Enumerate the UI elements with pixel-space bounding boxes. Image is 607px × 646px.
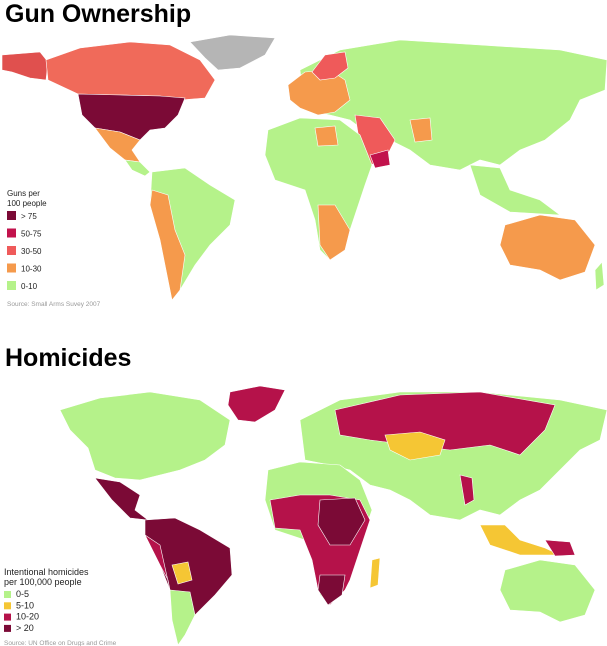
- legend-title: Guns per: [7, 189, 40, 198]
- legend-title: Intentional homicides: [4, 567, 89, 577]
- gun-map: [1, 34, 607, 301]
- madagascar: [369, 557, 381, 589]
- legend-label: 10-20: [16, 612, 39, 622]
- legend-swatch: [4, 613, 11, 621]
- yemen: [369, 149, 391, 169]
- legend-label: 50-75: [21, 230, 42, 239]
- legend-label: > 75: [21, 212, 37, 221]
- greenland: [227, 385, 286, 423]
- legend-swatch: [4, 602, 11, 610]
- canada: [45, 41, 216, 101]
- legend-swatch: [7, 246, 16, 255]
- legend-label: 10-30: [21, 265, 42, 274]
- source: Source: UN Office on Drugs and Crime: [4, 640, 117, 646]
- map-title: Homicides: [5, 344, 131, 372]
- se-asia: [469, 164, 561, 216]
- legend-swatch: [7, 263, 16, 273]
- alaska: [1, 51, 49, 81]
- legend-swatch: [4, 591, 11, 598]
- central-africa: [317, 497, 366, 546]
- legend-swatch: [7, 211, 16, 220]
- legend-label: 0-10: [21, 282, 38, 291]
- bolivia: [171, 561, 193, 585]
- kazakhstan: [384, 431, 446, 461]
- mexico: [94, 477, 150, 521]
- usa: [77, 93, 186, 141]
- legend-title: per 100,000 people: [4, 577, 82, 587]
- scandinavia: [311, 51, 349, 81]
- andes: [149, 189, 186, 301]
- legend-title: 100 people: [7, 199, 47, 208]
- south-africa: [317, 574, 346, 606]
- legend-label: 30-50: [21, 247, 42, 256]
- new-zealand: [594, 261, 605, 291]
- mexico: [94, 127, 141, 163]
- legend-swatch: [7, 228, 16, 238]
- myanmar: [459, 474, 475, 506]
- southern-cone: [169, 589, 196, 646]
- legend-swatch: [4, 624, 11, 632]
- southern-africa: [317, 204, 351, 261]
- australia: [499, 214, 596, 281]
- greenland: [189, 34, 276, 71]
- source: Source: Small Arms Suvey 2007: [7, 301, 101, 308]
- legend-label: 0-5: [16, 589, 29, 599]
- north-africa: [314, 125, 339, 147]
- map-title: Gun Ownership: [5, 0, 191, 28]
- legend-label: > 20: [16, 623, 34, 633]
- papua: [544, 539, 576, 557]
- homicide-map: [59, 385, 607, 646]
- peru-chile: [144, 534, 171, 591]
- north-america: [59, 391, 231, 481]
- legend-swatch: [7, 281, 16, 290]
- australia: [499, 559, 596, 623]
- legend-label: 5-10: [16, 600, 34, 610]
- pakistan: [409, 117, 433, 143]
- central-america: [124, 159, 151, 177]
